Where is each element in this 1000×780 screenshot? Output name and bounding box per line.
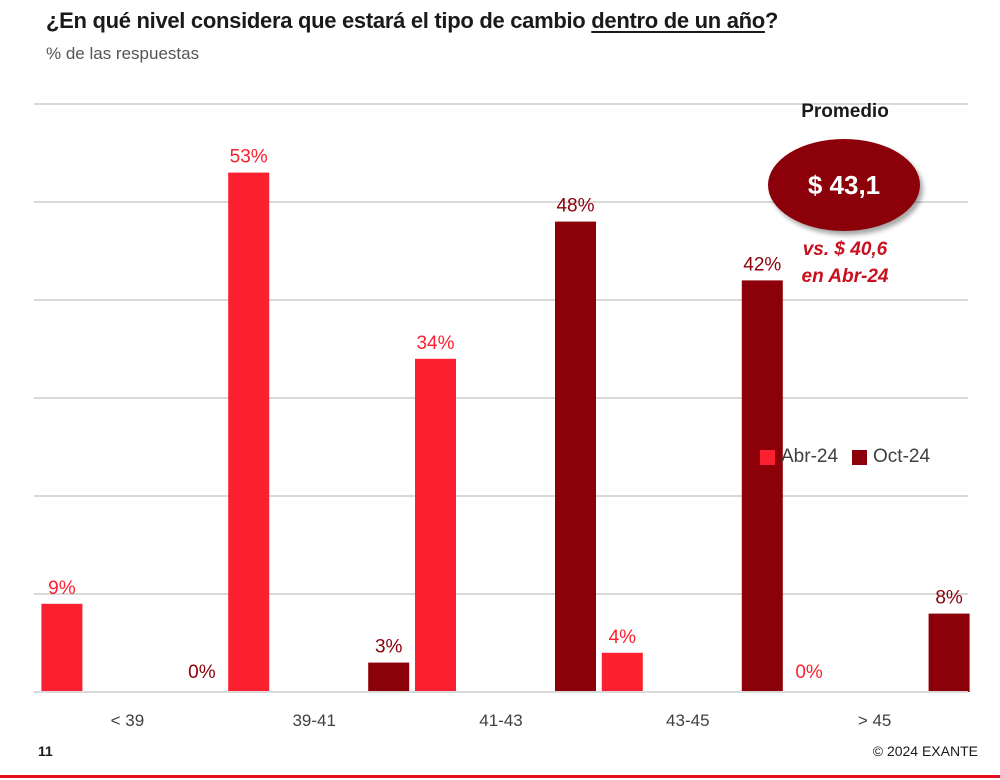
legend-label-abr: Abr-24 <box>781 446 839 467</box>
x-tick-label: 43-45 <box>666 711 709 730</box>
x-tick-label: 39-41 <box>292 711 335 730</box>
data-label: 0% <box>795 662 823 683</box>
copyright: © 2024 EXANTE <box>872 743 978 759</box>
legend-item-abr: Abr-24 <box>760 446 838 468</box>
data-label: 0% <box>188 662 216 683</box>
title-underlined-text: dentro de un año <box>591 8 765 33</box>
title-end: ? <box>764 8 779 33</box>
average-label: Promedio <box>801 101 889 122</box>
legend-swatch-abr <box>760 449 775 465</box>
data-label: 53% <box>230 147 268 168</box>
bar-abr <box>228 172 270 693</box>
comparison-line-1: vs. $ 40,6 <box>802 239 888 260</box>
bar-oct <box>928 613 970 692</box>
x-tick-label: < 39 <box>111 711 145 730</box>
bar-oct <box>741 280 783 692</box>
page-number: 11 <box>38 743 53 759</box>
title-text: ¿En qué nivel considera que estará el ti… <box>46 8 592 33</box>
bar-abr <box>415 358 456 692</box>
data-label: 48% <box>556 196 594 217</box>
comparison-line-2: en Abr-24 <box>801 266 889 287</box>
data-label: 9% <box>48 578 76 599</box>
bar-oct <box>555 221 596 692</box>
average-bubble: $ 43,1 <box>768 139 920 231</box>
average-comparison: vs. $ 40,6 en Abr-24 <box>770 236 920 290</box>
data-label: 34% <box>416 333 454 354</box>
bottom-divider <box>0 775 1000 778</box>
chart-title: ¿En qué nivel considera que estará el ti… <box>46 8 778 34</box>
average-value: $ 43,1 <box>807 169 881 200</box>
legend-item-oct: Oct-24 <box>852 446 930 468</box>
x-tick-label: > 45 <box>858 711 892 730</box>
x-tick-label: 41-43 <box>479 711 522 730</box>
bar-abr <box>601 652 643 692</box>
data-label: 8% <box>935 588 963 609</box>
chart-subtitle: % de las respuestas <box>46 44 200 63</box>
bar-oct <box>368 662 410 692</box>
bar-abr <box>41 603 83 692</box>
data-label: 4% <box>609 627 637 648</box>
chart-legend: Abr-24 Oct-24 <box>760 446 944 468</box>
data-label: 3% <box>375 637 403 658</box>
legend-swatch-oct <box>852 449 868 465</box>
data-label: 42% <box>743 254 781 275</box>
legend-label-oct: Oct-24 <box>873 446 931 467</box>
